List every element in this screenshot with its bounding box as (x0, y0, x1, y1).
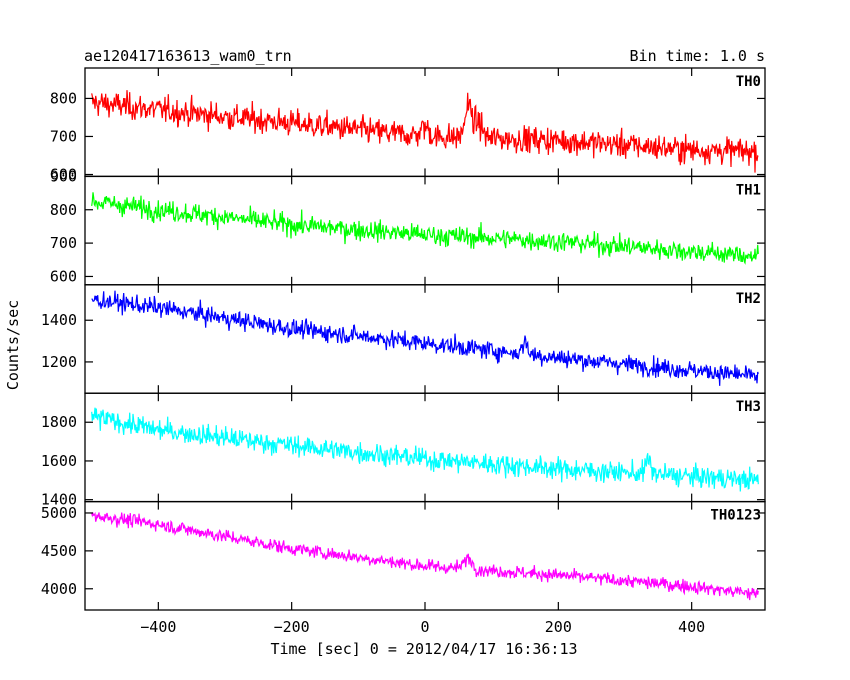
panel-frame (84, 392, 766, 503)
y-tick-label: 700 (50, 127, 77, 145)
panel-label: TH0123 (710, 508, 761, 524)
panel-th0: 600 700 800 TH0 (50, 67, 766, 183)
y-tick-label: 600 (50, 267, 77, 285)
panel-frame (84, 500, 766, 611)
series-line-th3 (91, 407, 759, 492)
chart-title: ae120417163613_wam0_trn (84, 47, 292, 65)
y-tick-label: 1200 (41, 353, 77, 371)
y-tick-label: 600 (50, 165, 77, 183)
x-tick-label: 400 (678, 618, 705, 636)
panel-label: TH2 (736, 291, 761, 307)
series-line-th2 (91, 290, 759, 386)
panels: 600 700 800 TH0 600 700 800 900 TH1 1200 1400 TH2 14… (41, 67, 766, 636)
panel-frame (84, 175, 766, 286)
y-tick-label: 1600 (41, 452, 77, 470)
y-tick-label: 900 (50, 167, 77, 185)
y-axis-label: Counts/sec (4, 300, 22, 390)
series-line-th0 (91, 90, 759, 173)
panel-th0123: 4000 4500 5000 TH0123 (41, 500, 766, 611)
y-tick-label: 800 (50, 89, 77, 107)
panel-th2: 1200 1400 TH2 (41, 284, 766, 394)
panel-th3: 1400 1600 1800 TH3 (41, 392, 766, 509)
y-tick-label: 1800 (41, 413, 77, 431)
y-tick-label: 5000 (41, 504, 77, 522)
series-line-th0123 (91, 511, 759, 601)
x-tick-label: −200 (274, 618, 310, 636)
y-tick-label: 700 (50, 234, 77, 252)
x-tick-label: 200 (545, 618, 572, 636)
x-axis-label: Time [sec] 0 = 2012/04/17 16:36:13 (270, 640, 577, 658)
panel-th1: 600 700 800 900 TH1 (50, 167, 766, 286)
panel-label: TH3 (736, 399, 761, 415)
panel-label: TH0 (736, 74, 761, 90)
y-tick-label: 1400 (41, 491, 77, 509)
y-tick-label: 4500 (41, 542, 77, 560)
y-tick-label: 4000 (41, 580, 77, 598)
panel-label: TH1 (736, 182, 761, 198)
y-tick-label: 1400 (41, 311, 77, 329)
y-tick-label: 800 (50, 201, 77, 219)
series-line-th1 (91, 192, 759, 265)
x-tick-label: −400 (140, 618, 176, 636)
x-tick-label: 0 (420, 618, 429, 636)
chart-subtitle: Bin time: 1.0 s (630, 47, 765, 65)
